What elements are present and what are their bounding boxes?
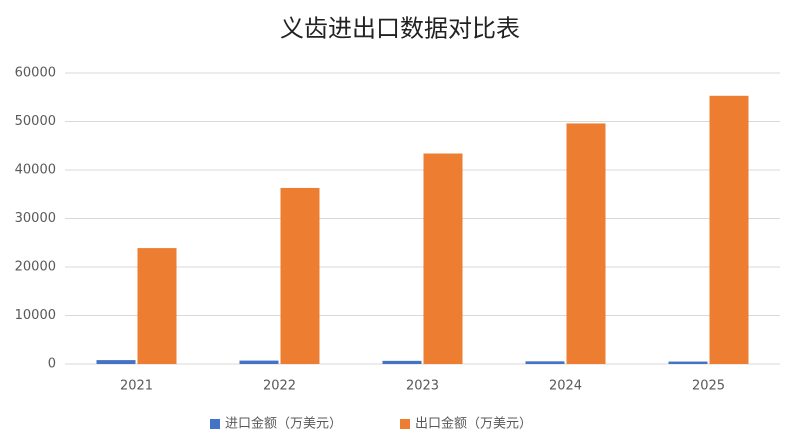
y-tick-label: 10000: [15, 308, 56, 323]
bar: [709, 95, 749, 365]
legend-label: 进口金额（万美元）: [225, 416, 342, 432]
bar: [239, 360, 279, 364]
x-tick-label: 2022: [263, 379, 296, 394]
bar: [525, 361, 565, 364]
legend-swatch: [210, 419, 220, 429]
y-tick-label: 30000: [15, 211, 56, 226]
bar: [137, 248, 177, 364]
bar: [668, 361, 708, 364]
legend-label: 出口金额（万美元）: [415, 416, 532, 432]
bar: [382, 360, 422, 364]
chart-title: 义齿进出口数据对比表: [280, 15, 520, 43]
legend-swatch: [400, 419, 410, 429]
x-tick-label: 2021: [120, 379, 153, 394]
y-tick-label: 60000: [15, 66, 56, 81]
y-tick-label: 0: [48, 357, 56, 372]
y-tick-label: 20000: [15, 260, 56, 275]
x-tick-label: 2025: [692, 379, 725, 394]
x-tick-label: 2024: [549, 379, 582, 394]
bar: [423, 153, 463, 364]
y-tick-label: 50000: [15, 114, 56, 129]
y-tick-label: 40000: [15, 163, 56, 178]
x-tick-label: 2023: [406, 379, 439, 394]
bar: [566, 123, 606, 364]
bar: [280, 187, 320, 364]
bar: [96, 360, 136, 364]
